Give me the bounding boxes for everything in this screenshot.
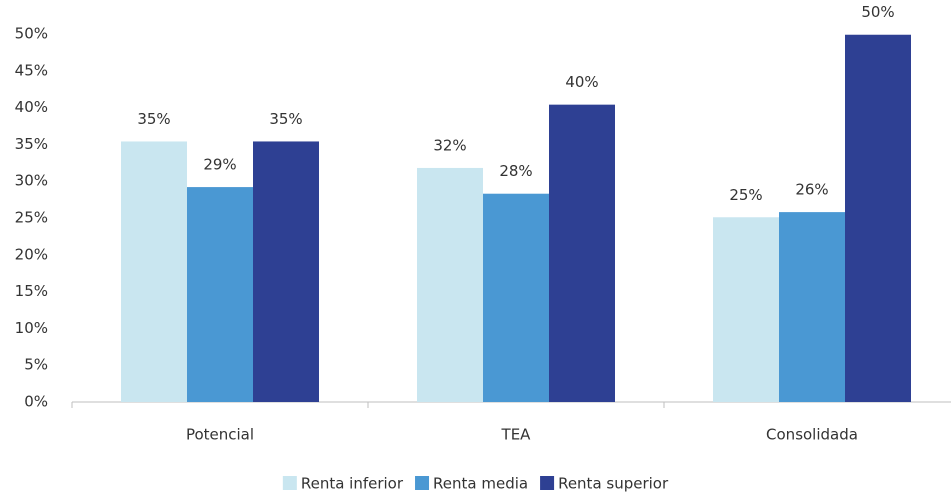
legend-label: Renta inferior: [301, 475, 404, 493]
legend-swatch: [540, 476, 555, 490]
data-label: 32%: [433, 136, 466, 154]
x-tick-label: Consolidada: [766, 426, 858, 444]
data-label: 26%: [795, 181, 828, 199]
bar: [713, 217, 779, 402]
data-label: 25%: [729, 186, 762, 204]
y-tick-label: 50%: [15, 25, 48, 43]
y-tick-label: 0%: [24, 393, 48, 411]
y-tick-label: 10%: [15, 319, 48, 337]
legend-swatch: [282, 476, 297, 490]
y-tick-label: 35%: [15, 135, 48, 153]
data-label: 28%: [499, 162, 532, 180]
data-label: 35%: [137, 110, 170, 128]
x-tick-label: Potencial: [186, 426, 254, 444]
y-tick-label: 5%: [24, 356, 48, 374]
y-tick-label: 15%: [15, 282, 48, 300]
y-tick-label: 45%: [15, 61, 48, 79]
bar: [253, 141, 319, 402]
bar: [121, 141, 187, 402]
bar: [187, 187, 253, 402]
bar: [417, 167, 483, 402]
legend-label: Renta superior: [558, 475, 669, 493]
data-label: 35%: [269, 110, 302, 128]
bar: [845, 34, 911, 403]
x-tick-label: TEA: [501, 426, 532, 444]
y-tick-label: 30%: [15, 172, 48, 190]
data-label: 29%: [203, 156, 236, 174]
bar: [483, 193, 549, 402]
bar: [549, 104, 615, 402]
y-tick-label: 40%: [15, 98, 48, 116]
bar: [779, 212, 845, 402]
data-label: 40%: [565, 73, 598, 91]
legend-swatch: [415, 476, 430, 490]
y-tick-label: 25%: [15, 209, 48, 227]
y-tick-label: 20%: [15, 245, 48, 263]
data-label: 50%: [861, 3, 894, 21]
legend-label: Renta media: [433, 475, 528, 493]
